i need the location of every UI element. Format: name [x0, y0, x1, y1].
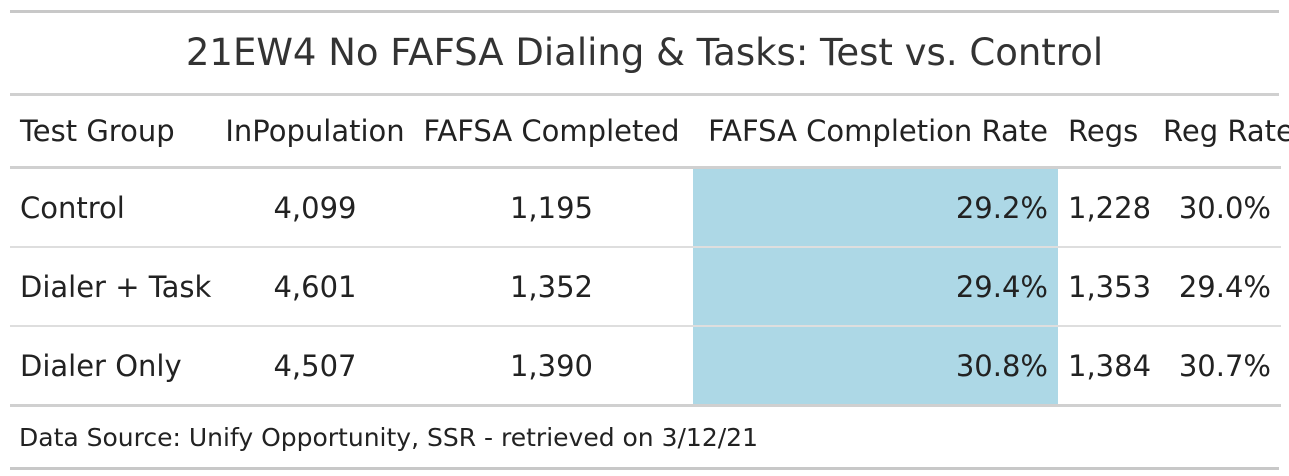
data-table: Test Group InPopulation FAFSA Completed … — [10, 96, 1289, 407]
cell-fafsa-completed: 1,390 — [410, 326, 693, 407]
cell-regs: 1,384 — [1058, 326, 1163, 407]
header-fafsa-completion-rate: FAFSA Completion Rate — [693, 96, 1058, 169]
table-body: Control 4,099 1,195 29.2% 1,228 30.0% Di… — [10, 167, 1281, 407]
cell-test-group: Dialer Only — [10, 326, 220, 407]
table-row: Control 4,099 1,195 29.2% 1,228 30.0% — [10, 167, 1281, 248]
table-row: Dialer + Task 4,601 1,352 29.4% 1,353 29… — [10, 247, 1281, 327]
cell-regs: 1,228 — [1058, 167, 1163, 248]
cell-in-population: 4,099 — [220, 167, 410, 248]
cell-reg-rate: 30.0% — [1163, 167, 1281, 248]
cell-in-population: 4,601 — [220, 247, 410, 327]
table-header: Test Group InPopulation FAFSA Completed … — [10, 96, 1289, 169]
cell-test-group: Dialer + Task — [10, 247, 220, 327]
cell-fafsa-completion-rate: 29.2% — [693, 167, 1058, 248]
cell-fafsa-completion-rate: 30.8% — [693, 326, 1058, 407]
header-in-population: InPopulation — [220, 96, 410, 169]
cell-fafsa-completion-rate: 29.4% — [693, 247, 1058, 327]
cell-in-population: 4,507 — [220, 326, 410, 407]
table-title: 21EW4 No FAFSA Dialing & Tasks: Test vs.… — [185, 31, 1104, 74]
cell-reg-rate: 29.4% — [1163, 247, 1281, 327]
top-rule — [10, 10, 1279, 13]
cell-reg-rate: 30.7% — [1163, 326, 1281, 407]
table-card: 21EW4 No FAFSA Dialing & Tasks: Test vs.… — [10, 10, 1289, 470]
header-test-group: Test Group — [10, 96, 220, 169]
data-source-note: Data Source: Unify Opportunity, SSR - re… — [19, 423, 758, 452]
title-rule — [10, 93, 1279, 96]
header-regs: Regs — [1058, 96, 1163, 169]
header-fafsa-completed: FAFSA Completed — [410, 96, 693, 169]
cell-regs: 1,353 — [1058, 247, 1163, 327]
bottom-rule — [10, 467, 1279, 470]
cell-fafsa-completed: 1,352 — [410, 247, 693, 327]
cell-test-group: Control — [10, 167, 220, 248]
header-row: Test Group InPopulation FAFSA Completed … — [10, 96, 1289, 169]
table-row: Dialer Only 4,507 1,390 30.8% 1,384 30.7… — [10, 326, 1281, 407]
cell-fafsa-completed: 1,195 — [410, 167, 693, 248]
header-reg-rate: Reg Rate — [1163, 96, 1289, 169]
